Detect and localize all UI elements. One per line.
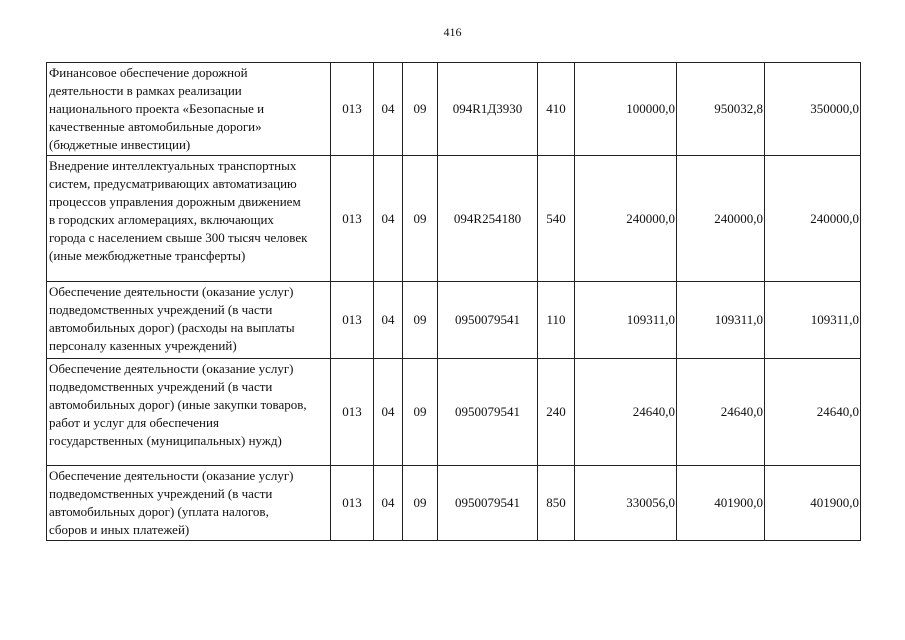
table-row: Внедрение интеллектуальных транспортных … xyxy=(46,155,861,282)
ministry-code: 013 xyxy=(330,155,374,282)
subsection-code: 09 xyxy=(402,281,438,359)
table-row: Обеспечение деятельности (оказание услуг… xyxy=(46,465,861,541)
amount-year-1: 109311,0 xyxy=(574,281,677,359)
expense-type-code: 240 xyxy=(537,358,575,466)
expense-type-code: 540 xyxy=(537,155,575,282)
subsection-code: 09 xyxy=(402,62,438,156)
amount-year-2: 240000,0 xyxy=(676,155,765,282)
target-article-code: 094R1Д3930 xyxy=(437,62,538,156)
subsection-code: 09 xyxy=(402,465,438,541)
expense-type-code: 410 xyxy=(537,62,575,156)
target-article-code: 0950079541 xyxy=(437,358,538,466)
row-description: Обеспечение деятельности (оказание услуг… xyxy=(46,281,331,359)
ministry-code: 013 xyxy=(330,281,374,359)
amount-year-2: 24640,0 xyxy=(676,358,765,466)
amount-year-3: 401900,0 xyxy=(764,465,861,541)
section-code: 04 xyxy=(373,155,403,282)
amount-year-1: 330056,0 xyxy=(574,465,677,541)
budget-table: Финансовое обеспечение дорожной деятельн… xyxy=(46,62,861,541)
ministry-code: 013 xyxy=(330,465,374,541)
ministry-code: 013 xyxy=(330,62,374,156)
section-code: 04 xyxy=(373,281,403,359)
amount-year-3: 240000,0 xyxy=(764,155,861,282)
row-description: Обеспечение деятельности (оказание услуг… xyxy=(46,358,331,466)
subsection-code: 09 xyxy=(402,155,438,282)
amount-year-1: 24640,0 xyxy=(574,358,677,466)
amount-year-2: 109311,0 xyxy=(676,281,765,359)
row-description: Внедрение интеллектуальных транспортных … xyxy=(46,155,331,282)
table-row: Обеспечение деятельности (оказание услуг… xyxy=(46,281,861,359)
ministry-code: 013 xyxy=(330,358,374,466)
subsection-code: 09 xyxy=(402,358,438,466)
amount-year-3: 350000,0 xyxy=(764,62,861,156)
amount-year-2: 950032,8 xyxy=(676,62,765,156)
section-code: 04 xyxy=(373,358,403,466)
amount-year-3: 109311,0 xyxy=(764,281,861,359)
target-article-code: 094R254180 xyxy=(437,155,538,282)
expense-type-code: 110 xyxy=(537,281,575,359)
row-description: Финансовое обеспечение дорожной деятельн… xyxy=(46,62,331,156)
page-number: 416 xyxy=(443,25,462,39)
table-row: Финансовое обеспечение дорожной деятельн… xyxy=(46,62,861,156)
section-code: 04 xyxy=(373,62,403,156)
target-article-code: 0950079541 xyxy=(437,465,538,541)
section-code: 04 xyxy=(373,465,403,541)
amount-year-2: 401900,0 xyxy=(676,465,765,541)
amount-year-1: 100000,0 xyxy=(574,62,677,156)
target-article-code: 0950079541 xyxy=(437,281,538,359)
amount-year-3: 24640,0 xyxy=(764,358,861,466)
amount-year-1: 240000,0 xyxy=(574,155,677,282)
expense-type-code: 850 xyxy=(537,465,575,541)
table-row: Обеспечение деятельности (оказание услуг… xyxy=(46,358,861,466)
row-description: Обеспечение деятельности (оказание услуг… xyxy=(46,465,331,541)
